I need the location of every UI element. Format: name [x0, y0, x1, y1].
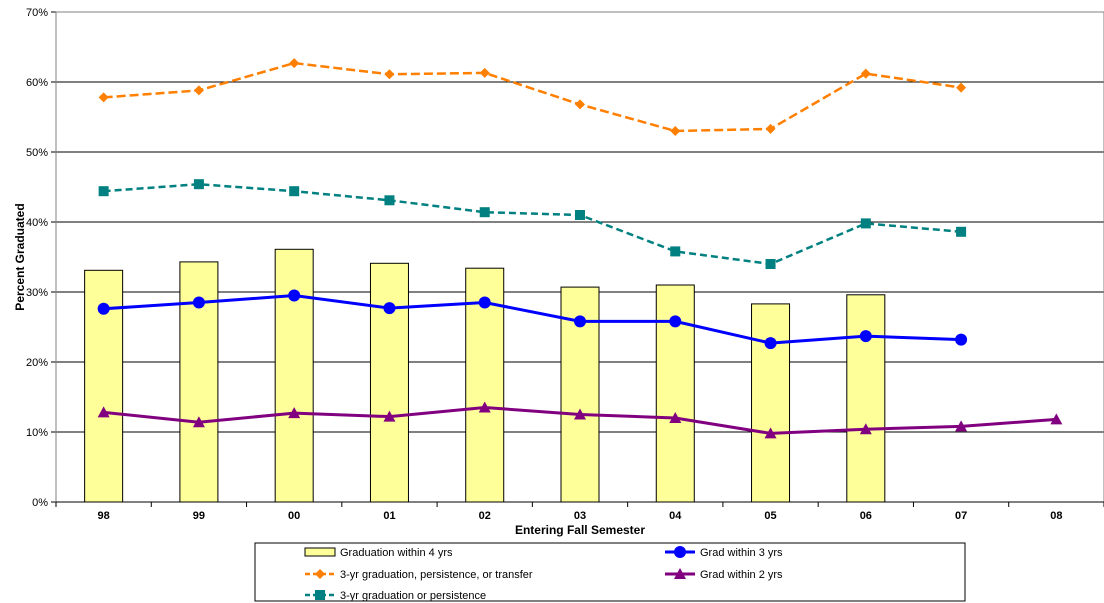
- data-point: [765, 259, 776, 269]
- legend-label: Grad within 3 yrs: [700, 547, 783, 559]
- data-point: [98, 92, 109, 103]
- data-point: [193, 85, 204, 96]
- data-point: [384, 69, 395, 80]
- data-point: [288, 407, 301, 419]
- x-tick-label: 07: [955, 510, 967, 522]
- x-tick-label: 98: [98, 510, 110, 522]
- x-tick-label: 02: [479, 510, 491, 522]
- data-point: [764, 337, 777, 350]
- data-point: [956, 82, 967, 93]
- y-tick-label: 20%: [26, 357, 48, 369]
- legend-box: [254, 542, 966, 602]
- y-tick-label: 60%: [26, 77, 48, 89]
- y-tick-label: 70%: [26, 7, 48, 19]
- y-tick-label: 30%: [26, 287, 48, 299]
- bar: [751, 303, 791, 503]
- data-point: [383, 302, 396, 315]
- data-point: [670, 246, 681, 257]
- data-point: [97, 302, 110, 315]
- data-point: [193, 179, 204, 190]
- x-tick-label: 08: [1050, 510, 1062, 522]
- data-point: [669, 315, 682, 328]
- y-tick-label: 50%: [26, 147, 48, 159]
- x-axis-title: Entering Fall Semester: [515, 523, 645, 537]
- data-point: [575, 99, 585, 110]
- x-tick-label: 05: [764, 510, 776, 522]
- bar-series: [84, 248, 886, 503]
- data-point: [478, 296, 491, 309]
- legend-marker: [315, 569, 325, 579]
- data-point: [956, 226, 967, 237]
- data-point: [955, 420, 968, 432]
- legend-label: Graduation within 4 yrs: [340, 547, 453, 559]
- y-tick-label: 0%: [32, 497, 48, 509]
- x-tick-label: 03: [574, 510, 586, 522]
- x-axis-ticks: 98 99 00 01 02 03 04 05 06 07 08: [55, 501, 1104, 522]
- data-point: [288, 289, 301, 302]
- data-point: [478, 401, 491, 413]
- data-point: [859, 330, 872, 343]
- data-point: [384, 195, 395, 206]
- legend-marker: [315, 590, 325, 600]
- x-tick-label: 99: [193, 510, 205, 522]
- data-point: [575, 210, 585, 220]
- legend-label: 3-yr graduation, persistence, or transfe…: [340, 569, 533, 581]
- data-point: [860, 68, 871, 79]
- series-line: [103, 182, 962, 266]
- line-series: [97, 58, 1063, 439]
- data-point: [1050, 413, 1063, 425]
- legend: Graduation within 4 yrs 3-yr graduation, …: [254, 542, 966, 602]
- legend-label: Grad within 2 yrs: [700, 569, 783, 581]
- legend-marker: [674, 568, 686, 579]
- legend-label: 3-yr graduation or persistence: [340, 590, 486, 602]
- x-tick-label: 06: [860, 510, 872, 522]
- series-line: [103, 61, 962, 133]
- data-point: [98, 186, 109, 197]
- data-point: [192, 416, 205, 428]
- series-line: [103, 293, 962, 345]
- data-point: [479, 67, 490, 78]
- bar: [369, 262, 409, 503]
- data-point: [479, 207, 490, 218]
- data-point: [764, 427, 777, 439]
- data-point: [669, 412, 682, 423]
- data-point: [192, 296, 205, 309]
- y-tick-label: 10%: [26, 427, 48, 439]
- data-point: [670, 126, 681, 136]
- y-axis-ticks: 0% 10% 20% 30% 40% 50% 60% 70%: [26, 7, 56, 509]
- legend-swatch: [304, 547, 336, 557]
- data-point: [955, 333, 968, 346]
- data-point: [574, 408, 586, 420]
- data-point: [289, 186, 300, 197]
- data-point: [383, 410, 396, 422]
- bar: [846, 294, 886, 503]
- data-point: [860, 218, 871, 229]
- data-point: [765, 123, 776, 134]
- data-point: [97, 406, 110, 418]
- bar: [274, 248, 314, 503]
- x-tick-label: 04: [669, 510, 682, 522]
- y-axis-title: Percent Graduated: [13, 203, 27, 310]
- x-tick-label: 01: [383, 510, 395, 522]
- legend-marker: [674, 546, 686, 558]
- y-tick-label: 40%: [26, 217, 48, 229]
- x-tick-label: 00: [288, 510, 300, 522]
- data-point: [289, 58, 300, 69]
- data-point: [574, 315, 586, 328]
- data-point: [859, 423, 872, 435]
